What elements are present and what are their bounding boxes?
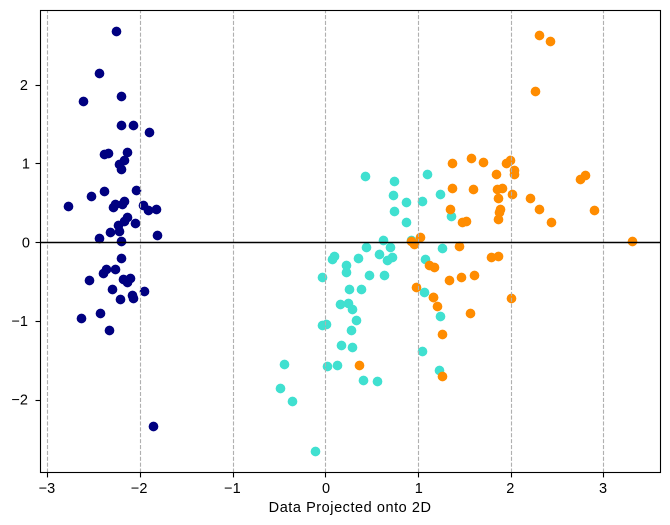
svg-text:−3: −3 bbox=[39, 481, 56, 497]
svg-text:−2: −2 bbox=[11, 393, 28, 409]
svg-text:1: 1 bbox=[415, 481, 423, 497]
svg-text:Data Projected onto 2D: Data Projected onto 2D bbox=[269, 500, 432, 516]
svg-text:−2: −2 bbox=[131, 481, 148, 497]
svg-text:−1: −1 bbox=[11, 314, 28, 330]
svg-text:2: 2 bbox=[506, 481, 514, 497]
svg-text:0: 0 bbox=[22, 235, 30, 251]
svg-text:2: 2 bbox=[20, 78, 28, 94]
svg-text:0: 0 bbox=[322, 481, 330, 497]
svg-text:1: 1 bbox=[22, 157, 30, 173]
svg-text:3: 3 bbox=[599, 481, 607, 497]
svg-text:−1: −1 bbox=[224, 481, 241, 497]
